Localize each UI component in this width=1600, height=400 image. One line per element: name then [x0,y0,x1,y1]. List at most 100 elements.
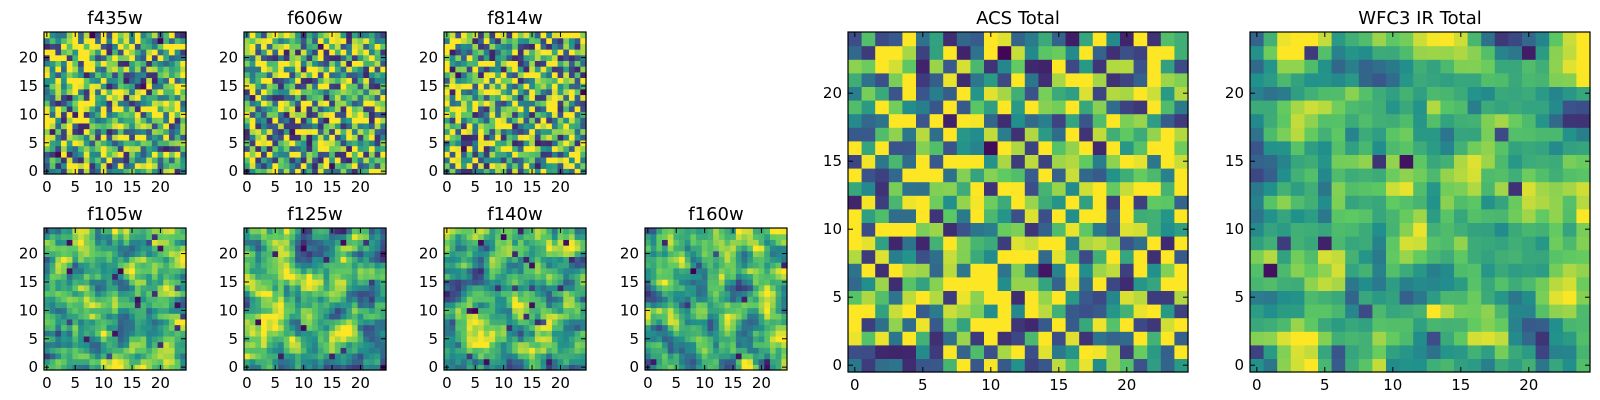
heatmap-cell [368,341,376,348]
heatmap-cell [888,331,903,346]
heatmap-cell [83,134,91,141]
heatmap-cell [449,313,456,320]
heatmap-cell [163,117,170,124]
heatmap-cell [306,239,313,246]
heatmap-cell [557,341,564,348]
heatmap-cell [529,250,536,257]
heatmap-cell [1106,344,1121,359]
heatmap-cell [523,156,530,164]
heatmap-cell [351,267,359,275]
heatmap-cell [168,156,176,164]
heatmap-cell [645,318,652,326]
heatmap-cell [512,117,519,124]
heatmap-cell [244,49,251,56]
heatmap-cell [563,111,570,118]
y-tick-label: 0 [228,162,238,180]
heatmap-cell [255,347,262,354]
heatmap-cell [266,49,273,56]
heatmap-cell [117,54,125,61]
heatmap-cell [1024,236,1039,251]
heatmap-cell [255,105,262,113]
heatmap-cell [129,49,136,56]
heatmap-cell [129,60,136,67]
heatmap-cell [506,105,513,113]
heatmap-cell [645,245,652,252]
heatmap-cell [517,250,525,257]
heatmap-cell [323,335,330,343]
heatmap-cell [146,156,153,164]
heatmap-cell [546,134,553,141]
heatmap-cell [781,239,788,246]
heatmap-cell [472,296,479,303]
heatmap-cell [317,341,325,348]
heatmap-cell [146,296,153,303]
heatmap-cell [278,94,285,101]
heatmap-cell [534,284,542,292]
heatmap-cell [650,233,657,240]
heatmap-cell [489,250,496,257]
heatmap-cell [44,151,51,158]
heatmap-cell [902,304,917,319]
heatmap-cell [679,267,686,275]
heatmap-cell [444,49,451,56]
heatmap-cell [478,71,485,79]
heatmap-cell [517,267,525,275]
heatmap-cell [334,262,342,269]
heatmap-cell [346,318,353,326]
heatmap-cell [283,32,291,39]
heatmap-cell [568,228,576,235]
heatmap-cell [916,236,931,251]
heatmap-cell [551,318,559,326]
heatmap-cell [61,290,68,297]
heatmap-cell [673,262,680,269]
heatmap-cell [1038,331,1053,346]
heatmap-cell [500,162,508,169]
heatmap-cell [449,60,456,67]
heatmap-cell [483,358,491,365]
heatmap-cell [444,162,451,169]
heatmap-cell [255,43,262,50]
heatmap-cell [44,88,51,96]
heatmap-cell [534,145,542,152]
heatmap-cell [1106,208,1121,223]
heatmap-cell [244,145,251,152]
heatmap-cell [66,60,73,67]
heatmap-cell [580,330,587,337]
heatmap-cell [1160,222,1175,237]
heatmap-cell [55,290,62,297]
heatmap-cell [690,335,697,343]
heatmap-cell [1147,249,1162,264]
heatmap-cell [752,335,760,343]
heatmap-cell [55,66,62,73]
heatmap-cell [244,128,251,135]
heatmap-cell [106,228,113,235]
heatmap-cell [329,117,336,124]
heatmap-cell [472,301,479,309]
heatmap-cell [574,324,581,331]
heatmap-cell [380,145,387,152]
heatmap-cell [95,88,102,96]
heatmap-cell [489,267,496,275]
heatmap-cell [157,358,164,365]
heatmap-cell [61,262,68,269]
heatmap-cell [523,245,530,252]
heatmap-cell [140,111,147,118]
heatmap-cell [72,335,79,343]
heatmap-cell [718,364,726,371]
heatmap-cell [690,318,697,326]
heatmap-cell [455,250,462,257]
heatmap-cell [902,222,917,237]
heatmap-cell [1160,331,1175,346]
heatmap-cell [1174,290,1189,305]
heatmap-cell [483,60,491,67]
heatmap-cell [461,66,468,73]
heatmap-cell [1106,195,1121,210]
heatmap-cell [329,273,336,280]
heatmap-cell [534,122,542,130]
heatmap-cell [61,43,68,50]
heatmap-cell [690,245,697,252]
heatmap-cell [956,344,971,359]
heatmap-cell [306,330,313,337]
heatmap-cell [529,60,536,67]
heatmap-cell [472,352,479,360]
